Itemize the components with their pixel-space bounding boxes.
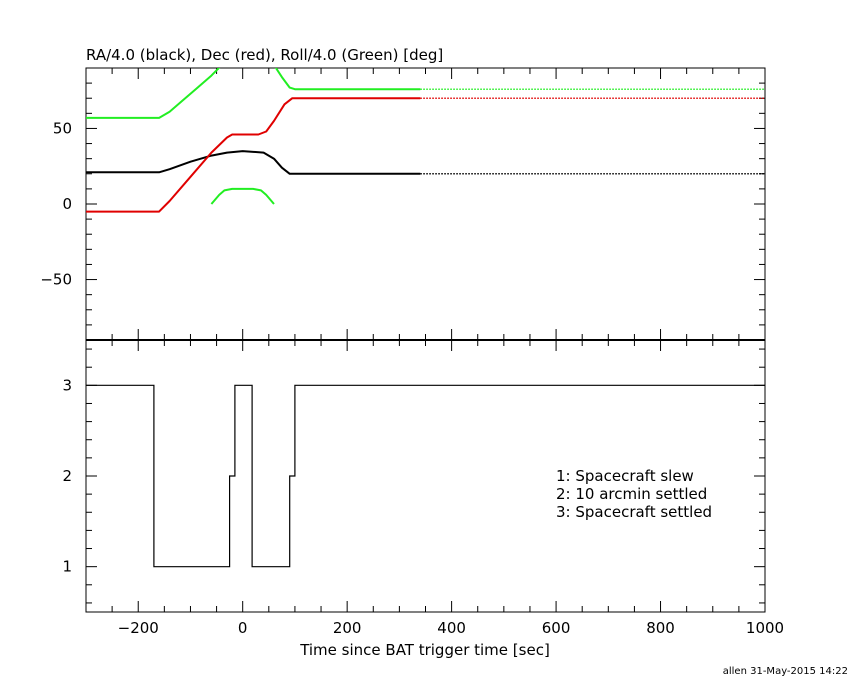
legend-line-10-arcmin: 2: 10 arcmin settled: [556, 485, 707, 503]
pointing-status-step-line: [86, 384, 765, 568]
y-tick-label: 1: [62, 558, 72, 576]
x-tick-label: −200: [118, 619, 159, 637]
x-axis-label: Time since BAT trigger time [sec]: [299, 641, 550, 659]
credit-footer: allen 31-May-2015 14:22: [723, 666, 848, 677]
y-tick-label: 0: [62, 195, 72, 213]
legend-line-slew: 1: Spacecraft slew: [556, 467, 694, 485]
top-chart-title: RA/4.0 (black), Dec (red), Roll/4.0 (Gre…: [86, 46, 443, 64]
x-tick-label: 200: [333, 619, 362, 637]
series-line-dec: [86, 97, 421, 213]
series-line-roll: [86, 68, 221, 119]
series-line-roll: [210, 187, 275, 205]
y-tick-label: 2: [62, 467, 72, 485]
x-tick-label: 600: [542, 619, 571, 637]
series-line-ra: [86, 150, 421, 175]
x-tick-label: 0: [238, 619, 248, 637]
x-tick-label: 800: [646, 619, 675, 637]
plot-layer: −200 0 200 400 600 800 1000 −50 0 50 1 2 3: [40, 67, 784, 637]
y-tick-label: −50: [40, 271, 72, 289]
x-tick-label: 1000: [746, 619, 784, 637]
top-panel-frame: [85, 67, 766, 341]
series-line-roll: [274, 68, 421, 91]
legend-line-settled: 3: Spacecraft settled: [556, 503, 712, 521]
y-tick-label: 3: [62, 376, 72, 394]
y-tick-label: 50: [53, 119, 72, 137]
status-legend: 1: Spacecraft slew 2: 10 arcmin settled …: [556, 467, 712, 521]
x-tick-label: 400: [437, 619, 466, 637]
